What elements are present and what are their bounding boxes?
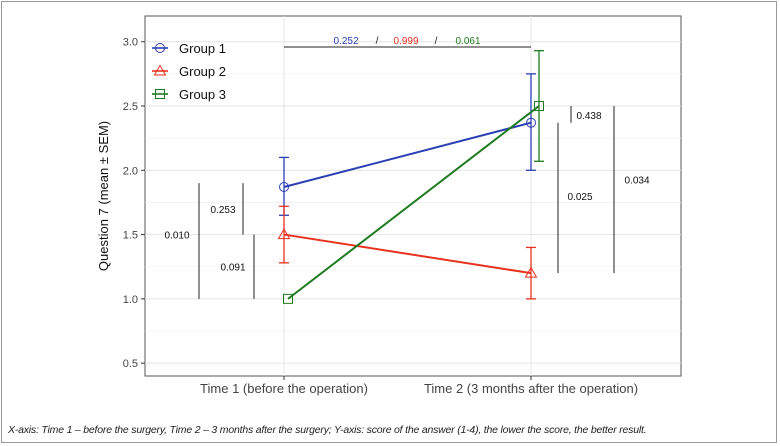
- group-3-legend-label: Group 3: [179, 87, 226, 102]
- group-1-legend-marker: [155, 43, 165, 53]
- x-tick-label: Time 2 (3 months after the operation): [424, 381, 638, 396]
- group-2-line: [283, 233, 532, 275]
- group-3-point: [534, 101, 544, 111]
- group-1-legend-label: Group 1: [179, 41, 226, 56]
- plot-area: [144, 15, 682, 377]
- top-pvalue-label: 0.252: [333, 36, 358, 47]
- group-2-point: [524, 266, 538, 278]
- time2-pvalue-label: 0.438: [576, 111, 601, 122]
- y-tick-label: 2.0: [123, 165, 138, 177]
- y-tick-label: 0.5: [123, 358, 138, 370]
- top-pvalue-label: 0.061: [455, 36, 480, 47]
- time1-pvalue-label: 0.010: [164, 231, 189, 242]
- top-pvalue-label: /: [376, 36, 379, 47]
- time2-pvalue-label: 0.034: [624, 175, 649, 186]
- top-pvalue-label: /: [435, 36, 438, 47]
- time1-pvalue-label: 0.091: [220, 263, 245, 274]
- y-tick-label: 1.0: [123, 294, 138, 306]
- y-tick-label: 1.5: [123, 230, 138, 242]
- x-tick-label: Time 1 (before the operation): [200, 381, 368, 396]
- group-2-legend-marker: [153, 64, 167, 76]
- y-tick-label: 3.0: [123, 37, 138, 49]
- group-1-line: [283, 121, 532, 188]
- group-3-line: [287, 105, 540, 300]
- top-pvalue-label: 0.999: [393, 36, 418, 47]
- figure-caption: X-axis: Time 1 – before the surgery, Tim…: [8, 424, 647, 436]
- time2-pvalue-label: 0.025: [567, 192, 592, 203]
- group-1-point: [279, 182, 289, 192]
- y-axis-label: Question 7 (mean ± SEM): [96, 121, 111, 271]
- group-3-point: [283, 293, 293, 304]
- group-2-point: [277, 228, 291, 240]
- time1-pvalue-label: 0.253: [210, 205, 235, 216]
- group-1-point: [526, 117, 536, 128]
- y-tick-label: 2.5: [123, 101, 138, 113]
- group-2-legend-label: Group 2: [179, 64, 226, 79]
- group-3-legend-marker: [155, 89, 165, 99]
